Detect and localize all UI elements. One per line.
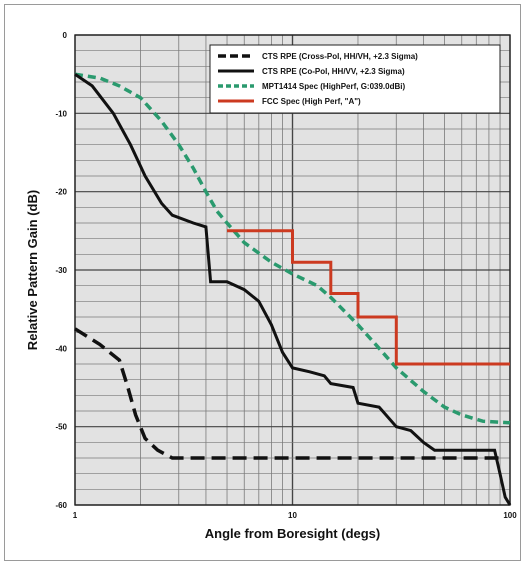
- x-axis-title: Angle from Boresight (degs): [205, 526, 381, 541]
- y-tick-label: -50: [55, 423, 67, 432]
- x-tick-label: 1: [73, 511, 78, 520]
- series-line-2: [74, 72, 512, 506]
- y-tick-label: -10: [55, 109, 67, 118]
- series-line-4: [227, 229, 510, 366]
- y-axis-title: Relative Pattern Gain (dB): [25, 190, 40, 350]
- series-line-3: [74, 72, 511, 425]
- legend: CTS RPE (Cross-Pol, HH/VH, +2.3 Sigma) CT…: [209, 44, 501, 114]
- plot-border: [74, 34, 511, 506]
- series-line-1: [74, 327, 500, 460]
- chart-frame: 0 -10 -20 -30 -40 -50 -60 1 10 100 CTS RPE (Cross…: [4, 4, 521, 561]
- y-tick-label: -30: [55, 266, 67, 275]
- legend-label: CTS RPE (Cross-Pol, HH/VH, +2.3 Sigma): [262, 52, 418, 61]
- x-tick-label: 100: [503, 511, 517, 520]
- chart-svg: 0 -10 -20 -30 -40 -50 -60 1 10 100 CTS RPE (Cross…: [25, 31, 517, 541]
- series-lines: [74, 72, 512, 506]
- y-tick-label: -40: [55, 344, 67, 353]
- tick-labels: 0 -10 -20 -30 -40 -50 -60 1 10 100: [55, 31, 517, 520]
- legend-label: CTS RPE (Co-Pol, HH/VV, +2.3 Sigma): [262, 67, 405, 76]
- legend-label: MPT1414 Spec (HighPerf, G:039.0dBi): [262, 82, 405, 91]
- legend-label: FCC Spec (High Perf, "A"): [262, 97, 361, 106]
- y-tick-label: -20: [55, 188, 67, 197]
- legend-box: [209, 44, 501, 114]
- y-tick-label: 0: [63, 31, 68, 40]
- x-tick-label: 10: [288, 511, 297, 520]
- y-tick-label: -60: [55, 501, 67, 510]
